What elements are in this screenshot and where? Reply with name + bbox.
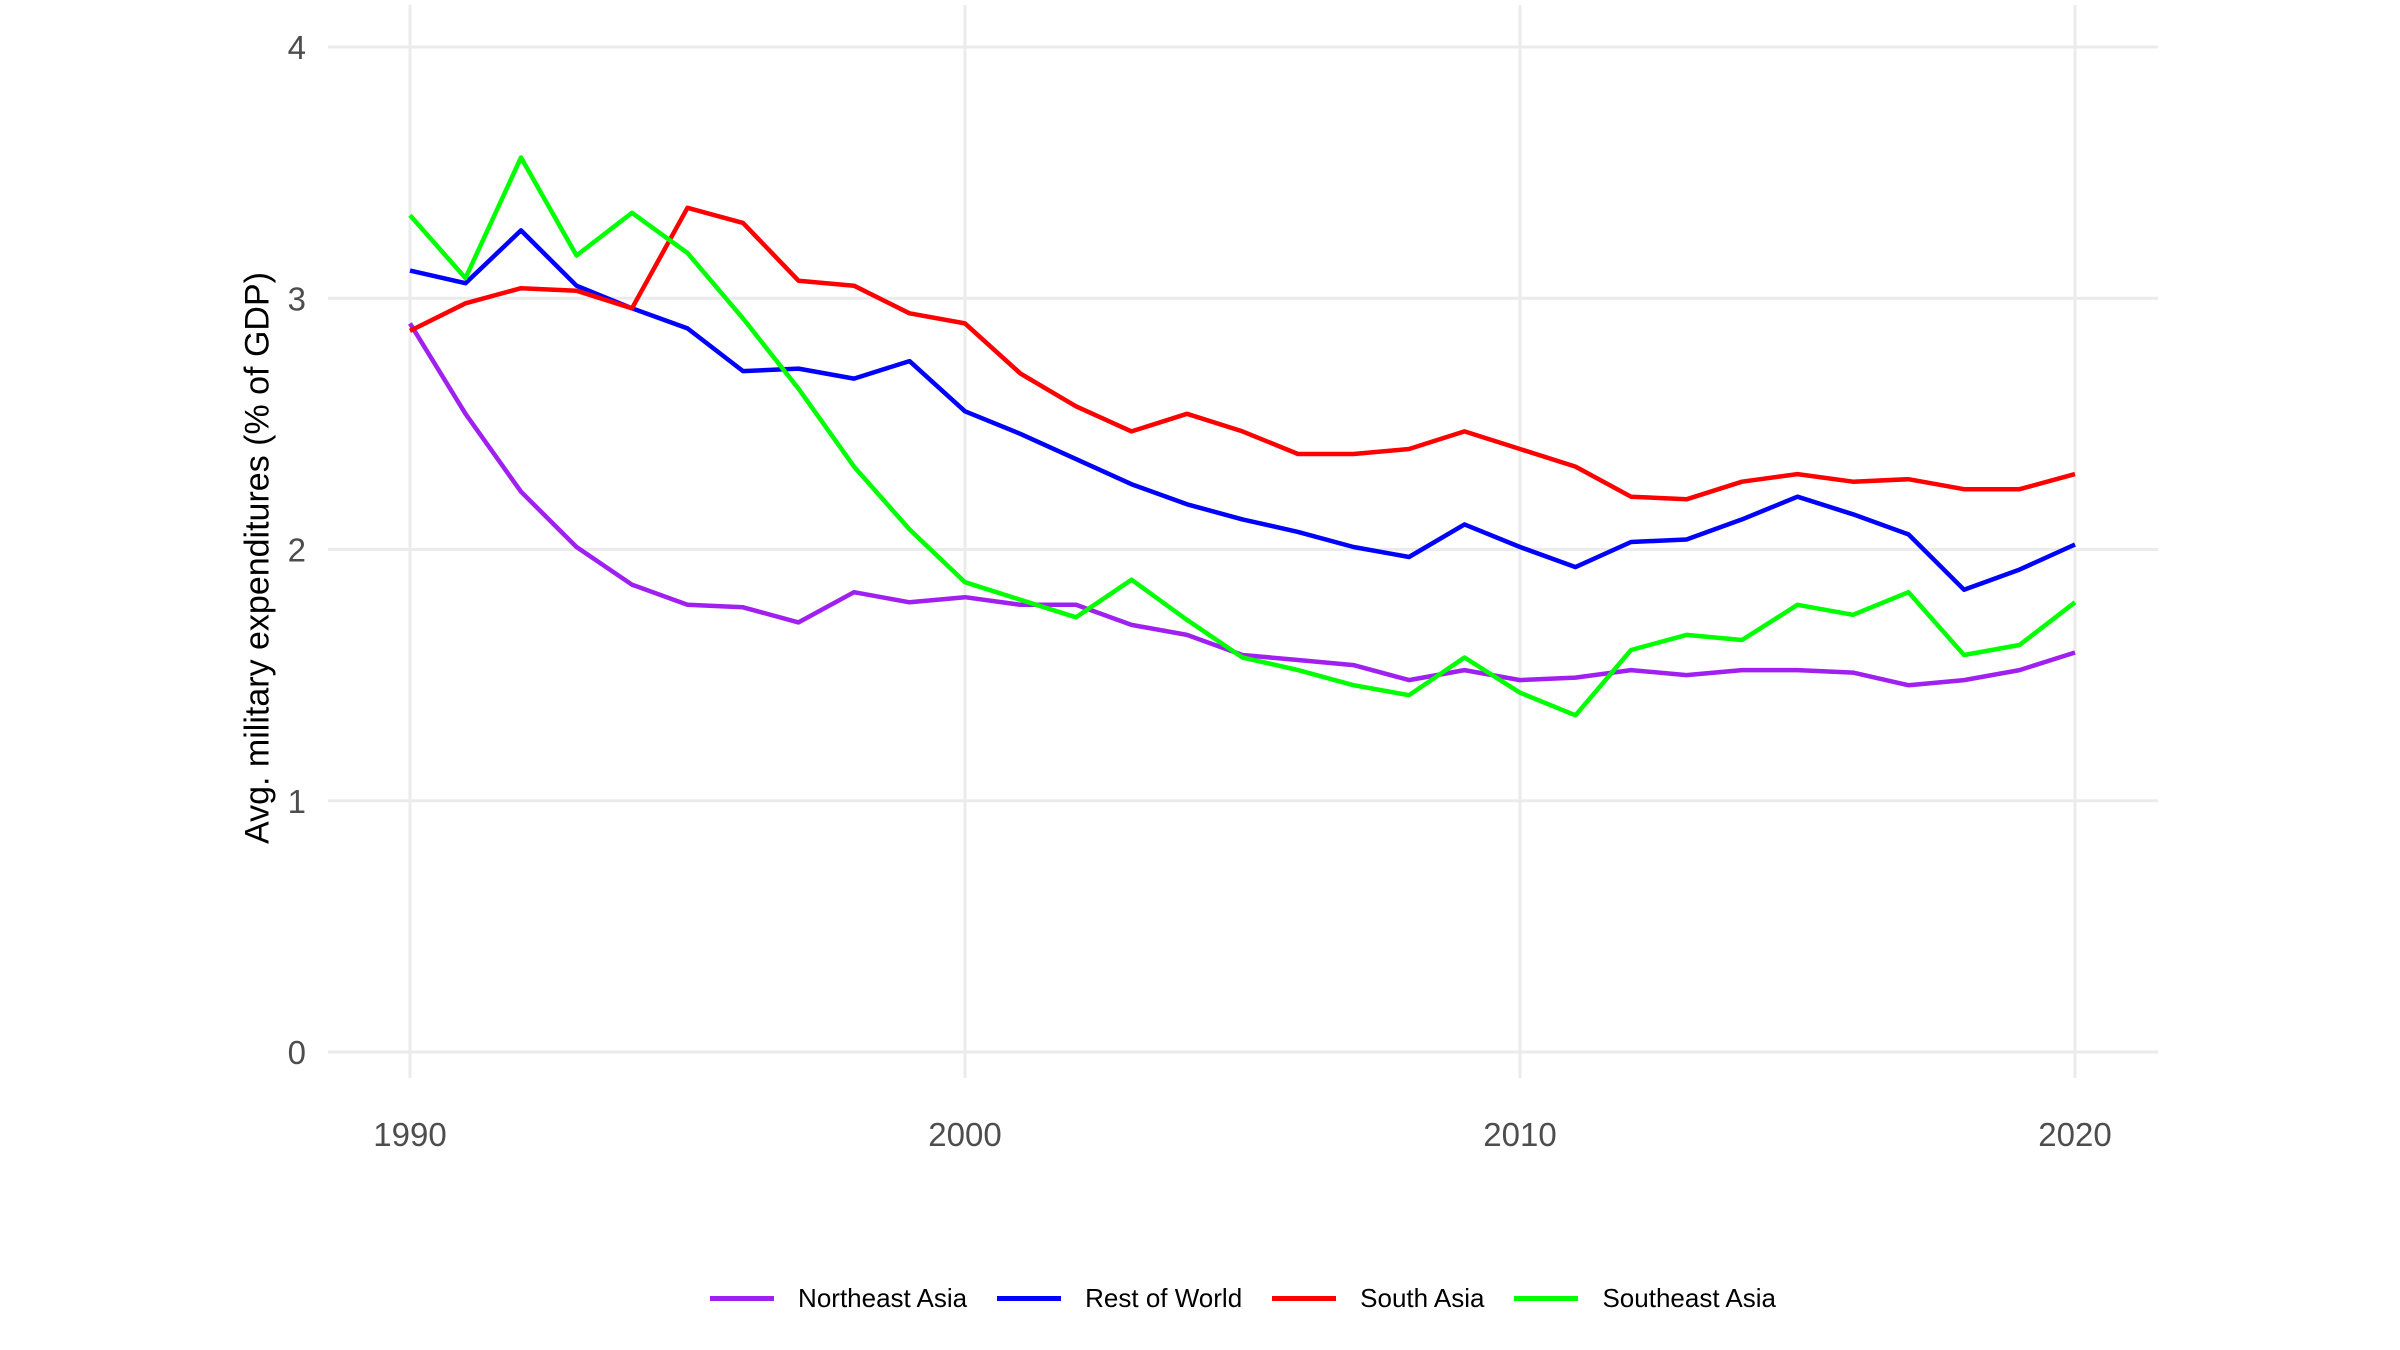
y-tick-label-2: 2: [288, 532, 306, 569]
gridlines: [328, 5, 2158, 1078]
series-line-southeast-asia: [408, 155, 2077, 718]
x-tick-label-1990: 1990: [373, 1116, 446, 1153]
legend-item-southeast-asia: Southeast Asia: [1514, 1282, 1776, 1314]
x-tick-label-2000: 2000: [928, 1116, 1001, 1153]
y-axis-tick-labels: 0 1 2 3 4: [288, 29, 306, 1071]
series-line-south-asia: [408, 205, 2076, 502]
series-lines: [408, 155, 2077, 718]
legend-label: Northeast Asia: [798, 1282, 968, 1313]
legend-label: Rest of World: [1085, 1282, 1243, 1313]
series-line-rest-of-world: [409, 228, 2076, 592]
y-tick-label-1: 1: [288, 783, 306, 820]
legend-item-rest-of-world: Rest of World: [997, 1283, 1242, 1314]
legend-label: Southeast Asia: [1602, 1282, 1776, 1313]
legend: Northeast Asia Rest of World South Asia …: [328, 1274, 2158, 1322]
legend-item-northeast-asia: Northeast Asia: [710, 1283, 967, 1314]
x-tick-label-2010: 2010: [1483, 1116, 1556, 1153]
y-tick-label-4: 4: [288, 29, 306, 66]
legend-key-line: [997, 1295, 1062, 1301]
legend-key-line: [1272, 1295, 1337, 1301]
legend-key-line: [710, 1295, 775, 1301]
legend-label: South Asia: [1360, 1282, 1485, 1313]
legend-key-line: [1514, 1295, 1579, 1301]
x-axis-tick-labels: 1990 2000 2010 2020: [373, 1116, 2111, 1153]
y-tick-label-0: 0: [288, 1034, 306, 1071]
legend-item-south-asia: South Asia: [1272, 1283, 1484, 1314]
x-tick-label-2020: 2020: [2038, 1116, 2111, 1153]
y-tick-label-3: 3: [288, 280, 306, 317]
y-axis-title: Avg. military expenditures (% of GDP): [238, 272, 277, 844]
